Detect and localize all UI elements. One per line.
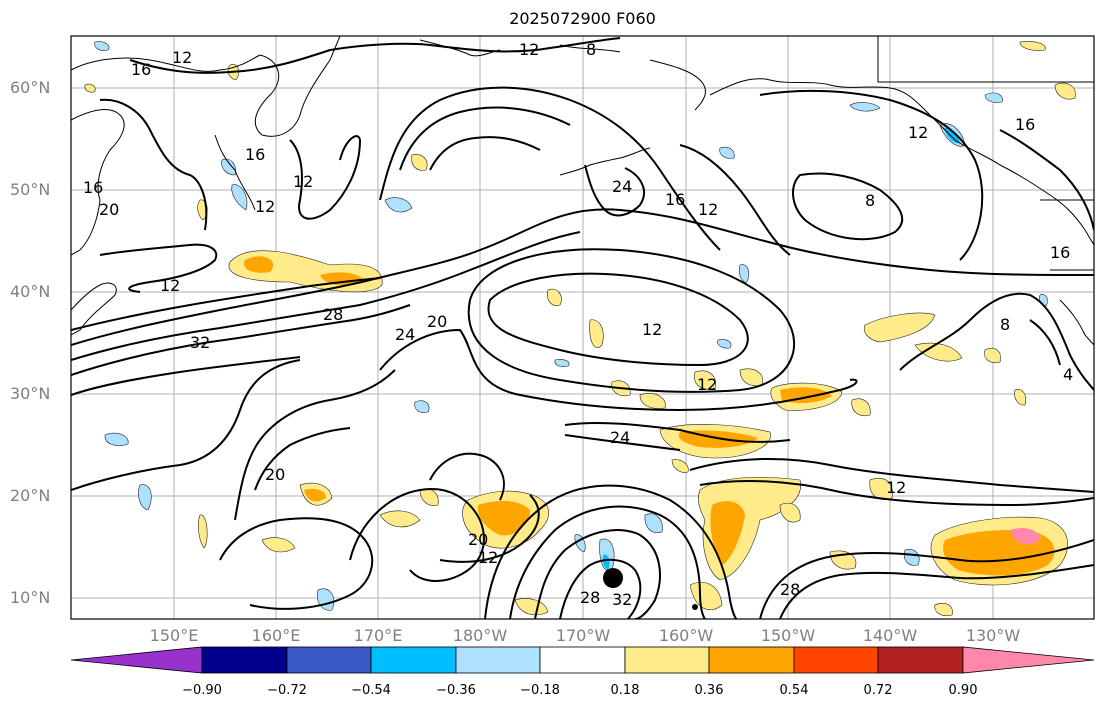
contour-label: 24 [610, 428, 630, 447]
lat-label: 30°N [10, 384, 51, 403]
contour-label: 16 [131, 60, 151, 79]
colorbar-segment [708, 646, 795, 674]
colorbar-segment [877, 646, 964, 674]
lat-label: 60°N [10, 78, 51, 97]
colorbar-segment [793, 646, 879, 674]
contour-label: 24 [395, 325, 415, 344]
contour-label: 12 [160, 276, 180, 295]
contour-label: 24 [612, 177, 632, 196]
colorbar-segment [962, 646, 1095, 674]
colorbar-tick-label: 0.72 [863, 683, 893, 698]
lon-label: 170°E [353, 626, 403, 645]
lat-label: 50°N [10, 180, 51, 199]
contour-label: 20 [468, 530, 488, 549]
contour-label: 32 [612, 590, 632, 609]
colorbar-tick-label: −0.54 [351, 683, 391, 698]
lat-label: 10°N [10, 588, 51, 607]
contour-label: 12 [886, 478, 906, 497]
colorbar-tick-label: 0.90 [948, 683, 978, 698]
colorbar-tick-label: −0.90 [182, 683, 222, 698]
map-frame [70, 35, 1095, 620]
contour-label: 16 [1015, 115, 1035, 134]
colorbar [70, 646, 1095, 674]
gridlines [71, 36, 1094, 619]
colorbar-segment [624, 646, 710, 674]
lon-label: 150°W [760, 626, 816, 645]
lon-label: 130°W [965, 626, 1021, 645]
storm-center-marker [603, 568, 623, 588]
colorbar-segment [286, 646, 372, 674]
contour-label: 20 [265, 465, 285, 484]
colorbar-segment [370, 646, 457, 674]
colorbar-segment [455, 646, 541, 674]
colorbar-tick-label: 0.18 [610, 683, 640, 698]
lon-label: 150°E [149, 626, 199, 645]
colorbar-segment [70, 646, 203, 674]
colorbar-tick-label: −0.18 [520, 683, 560, 698]
small-dot-marker [692, 604, 698, 610]
map-title: 2025072900 F060 [509, 9, 656, 28]
contour-label-layer: 12 12 8 16 16 16 20 12 12 24 16 12 12 16… [83, 40, 1073, 609]
contour-label: 20 [427, 312, 447, 331]
lat-label: 40°N [10, 282, 51, 301]
contour-label: 28 [323, 305, 343, 324]
colorbar-tick-label: 0.54 [779, 683, 809, 698]
contour-label: 8 [1000, 315, 1010, 334]
contour-label: 28 [580, 588, 600, 607]
contour-label: 20 [99, 200, 119, 219]
contour-lines [71, 37, 1094, 619]
contour-label: 12 [642, 320, 662, 339]
contour-label: 8 [586, 40, 596, 59]
contour-label: 4 [1063, 365, 1073, 384]
contour-label: 8 [865, 191, 875, 210]
lon-label: 170°W [555, 626, 611, 645]
lon-label: 160°W [658, 626, 714, 645]
colorbar-segment [201, 646, 288, 674]
contour-label: 32 [190, 333, 210, 352]
lon-label: 160°E [251, 626, 301, 645]
negative-anomaly-shading [94, 41, 1048, 611]
colorbar-tick-label: −0.72 [267, 683, 307, 698]
contour-label: 28 [780, 580, 800, 599]
contour-label: 12 [255, 197, 275, 216]
contour-label: 12 [697, 375, 717, 394]
contour-label: 12 [908, 123, 928, 142]
colorbar-tick-label: −0.36 [436, 683, 476, 698]
contour-label: 16 [1050, 243, 1070, 262]
contour-label: 16 [665, 190, 685, 209]
contour-label: 12 [698, 200, 718, 219]
lat-label: 20°N [10, 486, 51, 505]
colorbar-tick-label: 0.36 [694, 683, 724, 698]
contour-label: 16 [83, 178, 103, 197]
contour-label: 12 [172, 48, 192, 67]
contour-label: 12 [519, 40, 539, 59]
contour-label: 12 [293, 172, 313, 191]
lon-label: 180°W [452, 626, 508, 645]
map-plot-area [71, 36, 1094, 619]
coastlines [71, 36, 1094, 346]
colorbar-segment [539, 646, 626, 674]
lon-label: 140°W [862, 626, 918, 645]
contour-label: 16 [245, 145, 265, 164]
contour-label: 12 [478, 548, 498, 567]
